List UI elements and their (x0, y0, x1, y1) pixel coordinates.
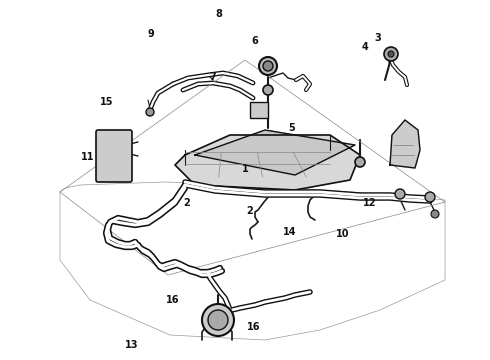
Circle shape (431, 210, 439, 218)
Polygon shape (175, 135, 360, 190)
Circle shape (384, 47, 398, 61)
Circle shape (208, 310, 228, 330)
Text: 15: 15 (100, 96, 114, 107)
Text: 13: 13 (124, 340, 138, 350)
Text: 10: 10 (336, 229, 350, 239)
Text: 1: 1 (242, 164, 248, 174)
Circle shape (425, 192, 435, 202)
Text: 2: 2 (246, 206, 253, 216)
Text: 14: 14 (283, 227, 296, 237)
Circle shape (259, 57, 277, 75)
Circle shape (388, 51, 394, 57)
Text: 16: 16 (247, 322, 261, 332)
Text: 2: 2 (183, 198, 190, 208)
Circle shape (263, 61, 273, 71)
Text: 3: 3 (374, 33, 381, 43)
Circle shape (202, 304, 234, 336)
Circle shape (146, 108, 154, 116)
FancyBboxPatch shape (96, 130, 132, 182)
Text: 4: 4 (362, 42, 368, 52)
Text: 16: 16 (166, 294, 179, 305)
Polygon shape (390, 120, 420, 168)
Circle shape (355, 157, 365, 167)
Text: 8: 8 (216, 9, 222, 19)
Text: 5: 5 (289, 123, 295, 133)
Circle shape (395, 189, 405, 199)
Circle shape (263, 85, 273, 95)
Text: 7: 7 (210, 72, 217, 82)
Polygon shape (195, 130, 355, 175)
Text: 6: 6 (251, 36, 258, 46)
Text: 12: 12 (363, 198, 377, 208)
Text: 9: 9 (147, 29, 154, 39)
Bar (250, 102, 268, 118)
Text: 11: 11 (80, 152, 94, 162)
